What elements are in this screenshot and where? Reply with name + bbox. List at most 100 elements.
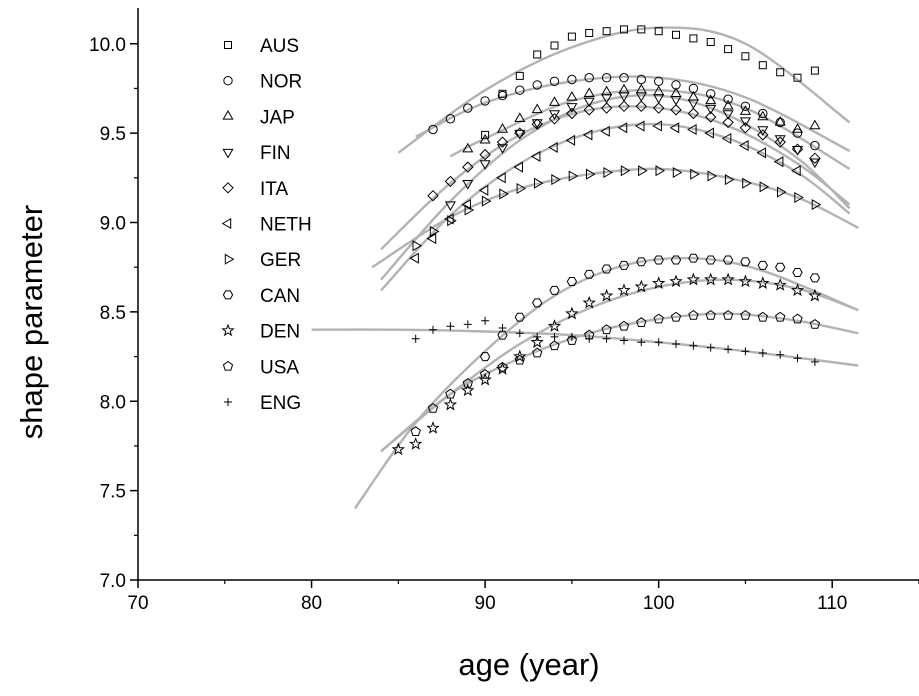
point-neth [634,120,645,132]
point-aus [741,52,750,61]
point-ita [670,104,682,116]
point-ita [722,116,734,129]
point-aus [481,130,490,139]
point-nor [601,72,612,83]
fit-line-ger [371,167,859,269]
point-nor [792,128,803,138]
point-neth [617,122,628,134]
point-neth [530,150,541,162]
point-eng [810,357,819,366]
tick-labels: 70 80 90 100 110 7.0 7.5 8.0 8.5 9.0 9.5 10.0 [89,35,847,614]
point-fin [514,129,526,140]
point-ger [603,166,613,179]
point-usa [792,313,803,324]
y-tick-label: 7.0 [100,571,126,592]
point-fin [670,95,682,106]
point-eng [706,343,715,352]
point-jap [583,87,595,98]
point-can [722,255,734,265]
point-fin [462,179,474,190]
point-can [705,255,716,265]
point-den [513,349,527,363]
point-usa [670,311,682,322]
point-den [686,272,701,286]
point-aus [810,66,819,75]
point-nor [428,124,438,135]
point-eng [498,324,507,332]
point-ger [794,191,804,204]
legend-marker-neth [221,217,232,230]
point-fin [479,160,491,170]
point-nor [497,90,508,101]
point-fin [653,94,665,104]
point-den [704,272,718,286]
point-can [775,262,786,272]
x-tick-label: 70 [127,593,148,614]
series-can [479,253,821,362]
y-tick-label: 9.0 [100,214,126,235]
point-ita [652,102,665,114]
point-jap [774,116,786,126]
fit-line-jap [449,88,851,170]
point-ger [499,188,509,200]
fit-line-nor [415,75,851,153]
axes [130,8,919,588]
point-neth [791,165,801,177]
legend-marker-eng [224,398,232,406]
point-fin [791,145,804,156]
point-den [599,288,614,302]
y-tick-label: 10.0 [89,35,126,56]
point-ger [481,195,492,207]
point-aus [567,32,576,41]
point-ita [774,136,786,148]
legend: AUS NOR JAP FIN ITA NETH GER CAN DEN USA ENG [221,36,312,414]
point-nor [654,76,664,87]
point-eng [515,329,524,338]
point-ger [690,168,700,180]
point-neth [773,156,784,168]
point-den [669,274,683,288]
point-ita [514,127,526,139]
point-ger [655,165,666,177]
point-usa [549,340,560,351]
series-fin [444,92,821,211]
legend-label-den: DEN [260,322,300,343]
point-neth [548,141,558,153]
point-den [756,276,770,289]
legend-marker-nor [223,75,233,86]
point-neth [409,252,419,264]
point-eng [758,349,767,357]
series-aus [481,25,819,139]
series-ita [427,100,821,202]
point-nor [619,72,629,83]
point-den [634,279,648,293]
point-den [391,442,405,456]
point-nor [723,94,733,104]
point-aus [515,71,524,80]
fit-line-aus [397,26,851,154]
point-usa [722,309,734,320]
series-usa [410,309,821,436]
point-nor [515,85,525,95]
point-ger [620,165,631,177]
point-nor [532,80,542,90]
point-usa [809,318,821,329]
point-neth [721,132,732,145]
fit-line-neth [380,122,851,292]
legend-marker-aus [224,41,232,49]
point-neth [756,147,766,159]
point-ita [739,122,752,134]
point-ita [600,102,613,114]
point-aus [550,41,559,50]
point-nor [463,103,473,113]
series-nor [428,72,820,151]
point-nor [775,117,785,128]
point-aus [706,38,715,46]
legend-label-can: CAN [260,286,300,307]
point-neth [513,161,523,173]
point-ger [811,199,822,211]
point-neth [478,184,489,196]
point-can [670,255,682,265]
point-eng [672,340,680,348]
point-ita [791,143,804,155]
